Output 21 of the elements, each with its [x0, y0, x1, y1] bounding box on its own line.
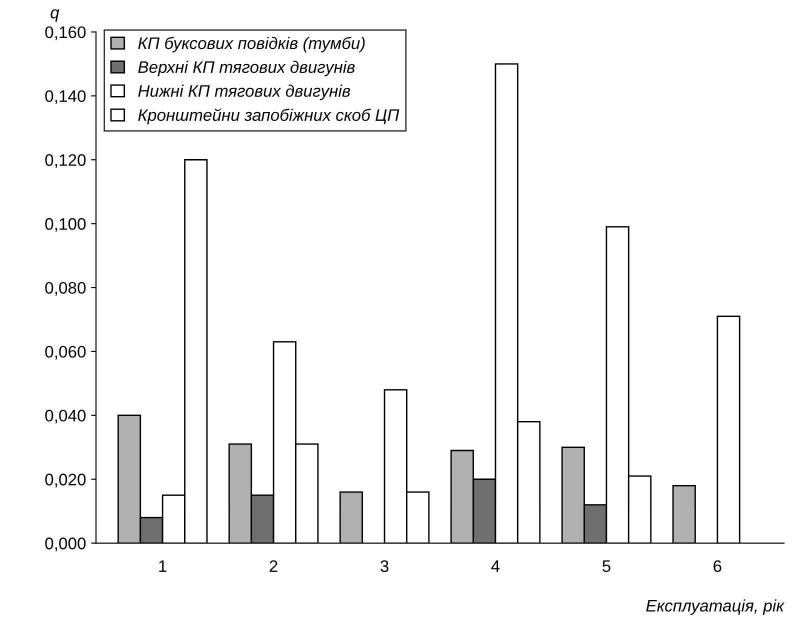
y-tick-label: 0,100	[45, 218, 86, 232]
legend-label: Верхні КП тягових двигунів	[138, 60, 355, 76]
y-tick-label: 0,080	[45, 282, 86, 296]
x-tick-label: 5	[602, 560, 610, 572]
y-tick-label: 0,140	[45, 90, 86, 104]
y-tick-label: 0,160	[45, 26, 86, 40]
x-tick-label: 1	[159, 560, 166, 572]
legend-label: Нижні КП тягових двигунів	[138, 84, 350, 100]
x-tick-label: 3	[380, 560, 388, 572]
x-tick-label: 2	[270, 560, 278, 572]
y-tick-label: 0,060	[45, 346, 86, 360]
x-tick-label: 6	[714, 560, 722, 572]
y-tick-label: 0,020	[45, 474, 86, 488]
y-tick-label: 0,040	[45, 410, 86, 424]
x-tick-label: 4	[491, 560, 500, 572]
y-tick-label: 0,000	[45, 538, 86, 552]
y-tick-label: 0,120	[45, 154, 86, 168]
legend-label: Кронштейни запобіжних скоб ЦП	[138, 108, 400, 124]
x-axis-title: Експлуатація, рік	[646, 599, 785, 615]
legend-label: КП буксових повідків (тумби)	[138, 36, 365, 52]
y-axis-title: q	[50, 9, 60, 22]
